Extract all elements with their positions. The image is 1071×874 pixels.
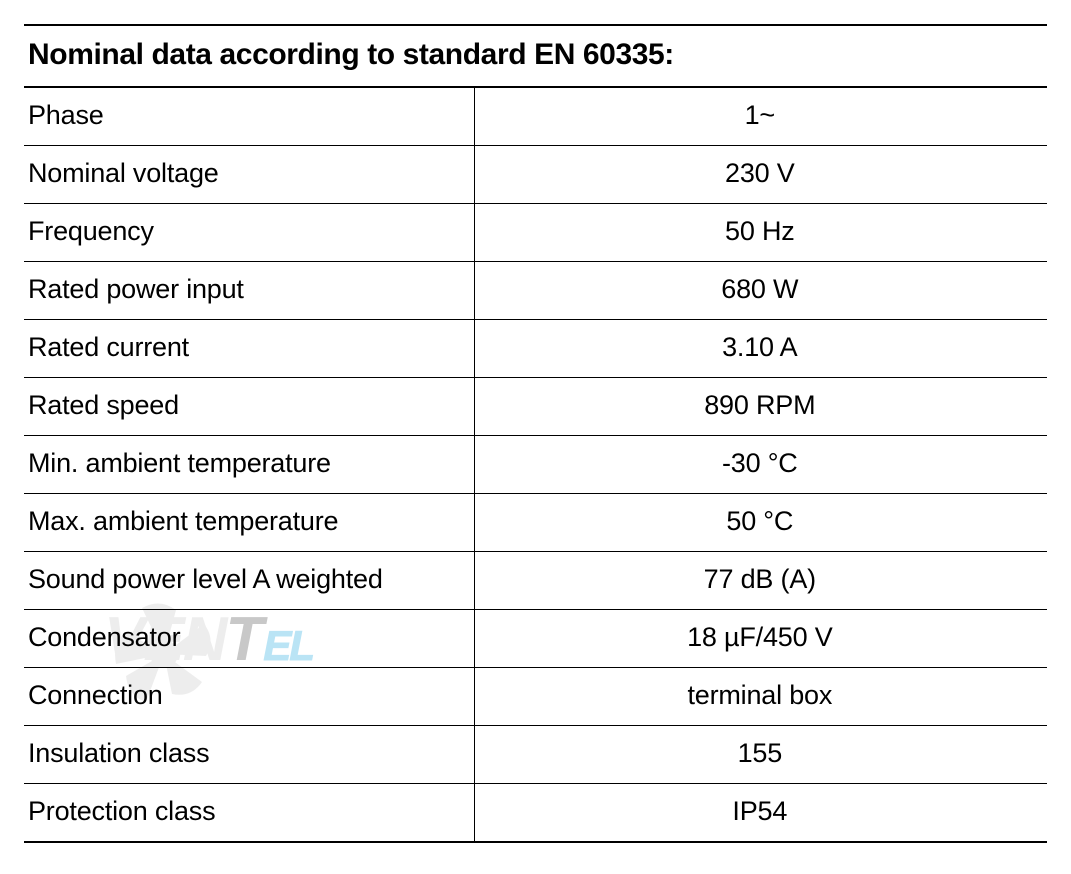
row-value: 680 W [474, 262, 1047, 320]
row-label: Protection class [24, 784, 474, 843]
row-label: Nominal voltage [24, 146, 474, 204]
row-label: Condensator [24, 610, 474, 668]
table-title: Nominal data according to standard EN 60… [24, 25, 1047, 87]
row-value: 890 RPM [474, 378, 1047, 436]
table-row: Condensator18 µF/450 V [24, 610, 1047, 668]
row-label: Rated current [24, 320, 474, 378]
table-row: Nominal voltage230 V [24, 146, 1047, 204]
table-row: Min. ambient temperature-30 °C [24, 436, 1047, 494]
row-label: Min. ambient temperature [24, 436, 474, 494]
table-row: Rated current3.10 A [24, 320, 1047, 378]
table-row: Rated power input680 W [24, 262, 1047, 320]
spec-table-container: VENTEL Nominal data according to standar… [24, 24, 1047, 843]
table-row: Protection classIP54 [24, 784, 1047, 843]
row-value: 18 µF/450 V [474, 610, 1047, 668]
row-label: Frequency [24, 204, 474, 262]
row-value: 50 Hz [474, 204, 1047, 262]
table-row: Max. ambient temperature50 °C [24, 494, 1047, 552]
row-label: Sound power level A weighted [24, 552, 474, 610]
row-label: Insulation class [24, 726, 474, 784]
table-row: Rated speed890 RPM [24, 378, 1047, 436]
spec-table: Nominal data according to standard EN 60… [24, 24, 1047, 843]
table-row: Frequency50 Hz [24, 204, 1047, 262]
table-body: Phase1~ Nominal voltage230 V Frequency50… [24, 87, 1047, 842]
row-value: 155 [474, 726, 1047, 784]
table-row: Connectionterminal box [24, 668, 1047, 726]
row-value: 3.10 A [474, 320, 1047, 378]
table-row: Sound power level A weighted77 dB (A) [24, 552, 1047, 610]
table-header-row: Nominal data according to standard EN 60… [24, 25, 1047, 87]
table-row: Insulation class155 [24, 726, 1047, 784]
row-value: 77 dB (A) [474, 552, 1047, 610]
row-value: -30 °C [474, 436, 1047, 494]
row-label: Rated speed [24, 378, 474, 436]
row-label: Connection [24, 668, 474, 726]
row-label: Max. ambient temperature [24, 494, 474, 552]
row-value: 230 V [474, 146, 1047, 204]
row-value: 1~ [474, 87, 1047, 146]
row-label: Phase [24, 87, 474, 146]
row-value: 50 °C [474, 494, 1047, 552]
row-value: IP54 [474, 784, 1047, 843]
table-row: Phase1~ [24, 87, 1047, 146]
row-value: terminal box [474, 668, 1047, 726]
row-label: Rated power input [24, 262, 474, 320]
